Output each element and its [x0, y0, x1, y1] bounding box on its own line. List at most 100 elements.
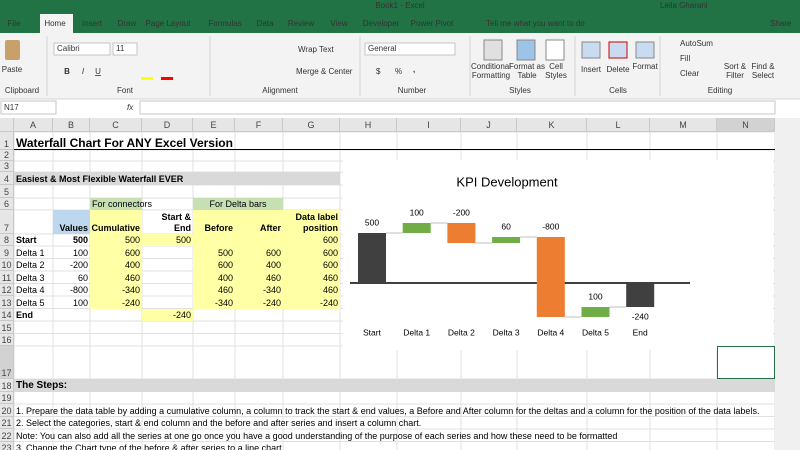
fx-button[interactable]: fx	[127, 103, 134, 112]
delete-button[interactable]: Delete	[606, 65, 630, 74]
ribbon-tab[interactable]: Data	[257, 19, 274, 28]
ribbon-tab[interactable]: Page Layout	[146, 19, 192, 28]
size-box[interactable]	[112, 42, 138, 56]
row-header[interactable]: 10	[0, 258, 14, 271]
row-header[interactable]: 3	[0, 161, 14, 172]
selected-cell[interactable]	[717, 346, 775, 379]
column-header[interactable]: L	[587, 118, 650, 132]
row-header[interactable]: 21	[0, 416, 14, 429]
active-tab[interactable]	[40, 14, 73, 33]
row-header[interactable]: 19	[0, 391, 14, 404]
font-color[interactable]	[161, 77, 173, 80]
format-icon[interactable]	[635, 41, 655, 59]
number-cell: -240	[90, 296, 142, 309]
underline-button[interactable]: U	[95, 67, 101, 76]
row-header[interactable]: 1	[0, 132, 14, 150]
bold-button[interactable]: B	[64, 67, 70, 76]
column-header[interactable]: B	[53, 118, 90, 132]
row-header[interactable]: 16	[0, 333, 14, 346]
cell-styles-icon[interactable]	[545, 39, 565, 61]
italic-button[interactable]: I	[82, 67, 85, 76]
column-header[interactable]: F	[235, 118, 283, 132]
clear-button[interactable]: Clear	[680, 69, 699, 78]
cell-styles[interactable]: Styles	[545, 71, 567, 80]
formula-input[interactable]	[139, 100, 776, 115]
format-as-table[interactable]: Format as	[509, 62, 545, 71]
column-header[interactable]: E	[193, 118, 235, 132]
ribbon-tab[interactable]: Developer	[363, 19, 400, 28]
format-button[interactable]: Format	[632, 62, 658, 71]
number-format[interactable]: General	[368, 44, 397, 53]
tell-me[interactable]: Tell me what you want to do	[486, 19, 585, 28]
row-header[interactable]: 5	[0, 185, 14, 198]
fill-color[interactable]	[141, 77, 153, 80]
row-header[interactable]: 6	[0, 198, 14, 210]
row-header[interactable]: 7	[0, 210, 14, 234]
find-select[interactable]: Find &	[751, 62, 775, 71]
cell-styles[interactable]: Cell	[549, 62, 563, 71]
column-header[interactable]: C	[90, 118, 142, 132]
merge-center[interactable]: Merge & Center	[296, 67, 353, 76]
column-header[interactable]: J	[461, 118, 517, 132]
row-header[interactable]: 22	[0, 429, 14, 442]
column-header[interactable]: K	[517, 118, 587, 132]
row-header[interactable]: 12	[0, 283, 14, 296]
chart[interactable]: KPI Development 500 Start 100 Delta 1 -200 Del…	[343, 160, 773, 350]
row-header[interactable]: 11	[0, 271, 14, 284]
sort-filter[interactable]: Sort &	[724, 62, 747, 71]
format-as-table[interactable]: Table	[517, 71, 537, 80]
row-header[interactable]: 2	[0, 150, 14, 161]
format-box[interactable]	[364, 42, 456, 56]
column-header[interactable]: G	[283, 118, 340, 132]
column-header[interactable]: M	[650, 118, 717, 132]
ribbon-tab[interactable]: Review	[288, 19, 314, 28]
ribbon-tab[interactable]: Formulas	[208, 19, 241, 28]
row-header[interactable]: 4	[0, 172, 14, 185]
fill-button[interactable]: Fill	[680, 54, 690, 63]
insert-button[interactable]: Insert	[581, 65, 602, 74]
ribbon-tab[interactable]: Home	[44, 19, 66, 28]
row-header[interactable]: 23	[0, 441, 14, 450]
row-header[interactable]: 20	[0, 404, 14, 417]
paste-icon[interactable]	[5, 40, 20, 60]
column-header[interactable]: A	[14, 118, 53, 132]
ribbon-tab[interactable]: File	[8, 19, 21, 28]
font-size[interactable]: 11	[116, 44, 125, 53]
name-box-text[interactable]: N17	[4, 103, 19, 112]
ribbon-tab[interactable]: Power Pivot	[411, 19, 454, 28]
insert-icon[interactable]	[581, 41, 601, 59]
ribbon-tab[interactable]: Draw	[118, 19, 137, 28]
ribbon-tab[interactable]: View	[330, 19, 347, 28]
row-header[interactable]: 14	[0, 308, 14, 321]
wrap-text[interactable]: Wrap Text	[298, 45, 334, 54]
font-name[interactable]: Calibri	[57, 44, 80, 53]
cond-format-icon[interactable]	[483, 39, 503, 61]
sort-filter[interactable]: Filter	[726, 71, 744, 80]
text-cell: Cumulative	[90, 210, 142, 234]
paste-button[interactable]: Paste	[2, 65, 23, 74]
row-header[interactable]: 15	[0, 321, 14, 334]
row-header[interactable]: 17	[0, 346, 14, 379]
currency-button[interactable]: $	[376, 67, 381, 76]
column-header[interactable]: H	[340, 118, 397, 132]
row-header[interactable]: 8	[0, 234, 14, 246]
share-button[interactable]: Share	[770, 19, 792, 28]
row-header[interactable]: 13	[0, 296, 14, 309]
table-icon[interactable]	[516, 39, 536, 61]
column-header[interactable]: I	[397, 118, 461, 132]
ribbon-tab[interactable]: Insert	[82, 19, 103, 28]
delete-icon[interactable]	[608, 41, 628, 59]
autosum-button[interactable]: AutoSum	[680, 39, 713, 48]
comma-button[interactable]: ,	[413, 65, 415, 74]
font-box[interactable]	[53, 42, 111, 56]
data-label: 100	[588, 291, 602, 301]
row-header[interactable]: 18	[0, 379, 14, 392]
conditional-formatting[interactable]: Formatting	[472, 71, 510, 80]
percent-button[interactable]: %	[395, 67, 402, 76]
column-header[interactable]: N	[717, 118, 775, 132]
find-select[interactable]: Select	[752, 71, 775, 80]
column-header[interactable]: D	[142, 118, 193, 132]
conditional-formatting[interactable]: Conditional	[471, 62, 511, 71]
row-header[interactable]: 9	[0, 246, 14, 259]
name-box[interactable]	[0, 100, 57, 115]
